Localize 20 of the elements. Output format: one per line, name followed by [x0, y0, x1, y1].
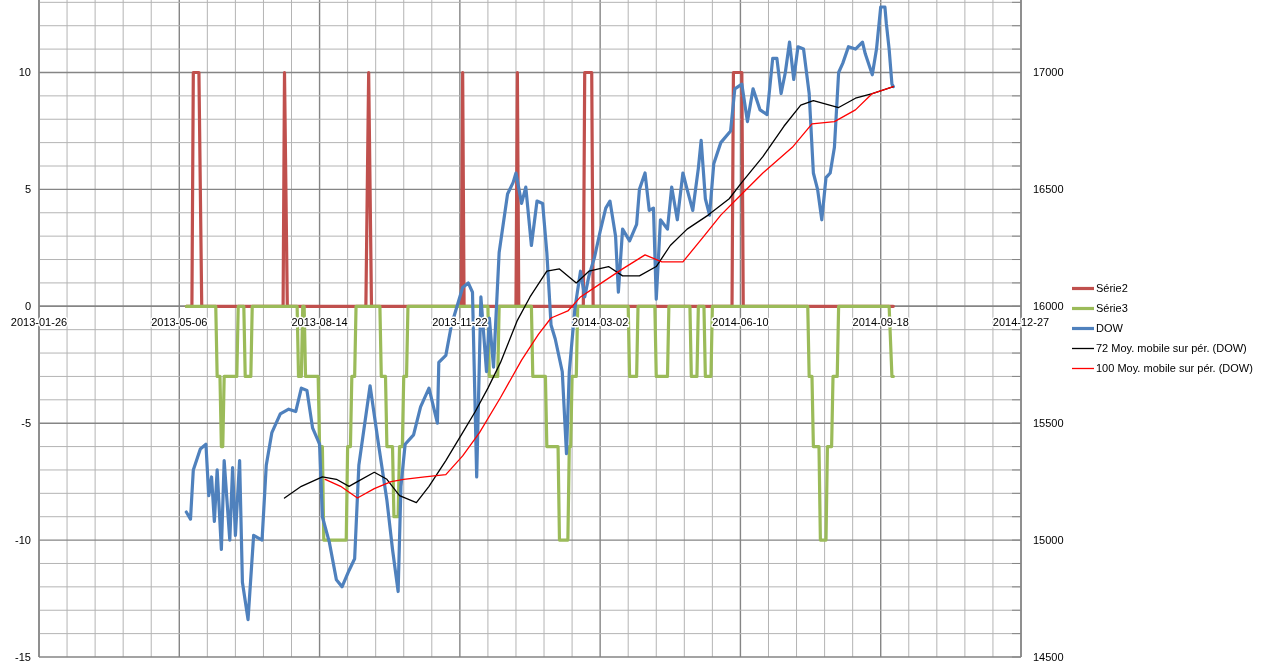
y2-tick-label: 17000 [1033, 66, 1064, 79]
x-tick-label: 2013-01-26 [10, 316, 68, 329]
y2-tick-label: 16000 [1033, 300, 1064, 313]
y-tick-label: -5 [21, 417, 31, 430]
y-tick-label: -10 [15, 533, 31, 546]
y2-tick-label: 15000 [1033, 533, 1064, 546]
y2-tick-label: 14500 [1033, 650, 1064, 662]
y2-tick-label: 16500 [1033, 183, 1064, 196]
legend-label: Série3 [1096, 302, 1128, 315]
y2-tick-label: 15500 [1033, 417, 1064, 430]
x-tick-label: 2014-12-27 [992, 316, 1050, 329]
y-tick-label: 5 [24, 183, 31, 196]
legend-label: 72 Moy. mobile sur pér. (DOW) [1096, 342, 1247, 355]
y-tick-label: 0 [24, 300, 31, 313]
x-tick-label: 2013-05-06 [151, 316, 208, 329]
legend-label: Série2 [1096, 282, 1128, 295]
y-tick-label: -15 [15, 650, 31, 662]
legend-label: DOW [1096, 322, 1124, 335]
y-tick-label: 10 [18, 66, 31, 79]
legend-label: 100 Moy. mobile sur pér. (DOW) [1096, 362, 1253, 375]
